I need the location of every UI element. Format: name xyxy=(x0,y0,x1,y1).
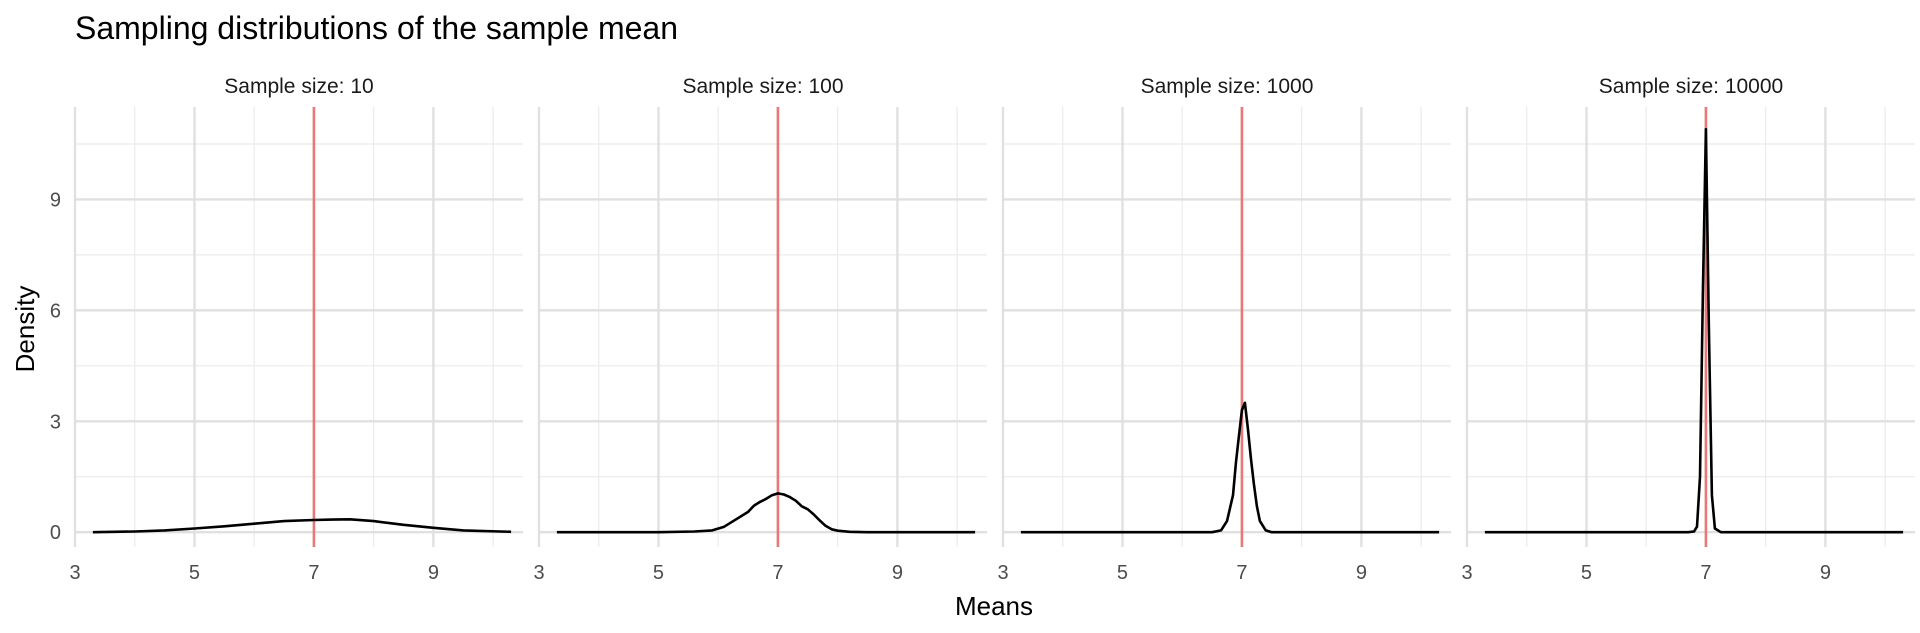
x-tick-label: 9 xyxy=(892,562,903,584)
y-axis-title: Density xyxy=(10,286,40,373)
x-axis-title: Means xyxy=(955,591,1033,621)
y-tick-label: 3 xyxy=(50,411,61,433)
x-tick-label: 3 xyxy=(1461,562,1472,584)
density-curve xyxy=(1020,401,1440,534)
x-tick-label: 9 xyxy=(428,562,439,584)
facet-strip-label: Sample size: 10 xyxy=(224,75,373,98)
facet-panel: Sample size: 10 3 5 7 9 xyxy=(69,75,523,584)
x-tick-label: 3 xyxy=(997,562,1008,584)
y-axis: 0 3 6 9 xyxy=(50,189,61,544)
x-tick-label: 3 xyxy=(533,562,544,584)
facet-strip-label: Sample size: 1000 xyxy=(1141,75,1314,98)
chart-title: Sampling distributions of the sample mea… xyxy=(75,10,678,46)
facet-strip-label: Sample size: 10000 xyxy=(1599,75,1783,98)
x-tick-label: 7 xyxy=(772,562,783,584)
x-tick-label: 9 xyxy=(1820,562,1831,584)
density-curve xyxy=(1484,127,1904,534)
x-tick-label: 3 xyxy=(69,562,80,584)
x-tick-label: 5 xyxy=(189,562,200,584)
facet-panel: Sample size: 1000 3 5 7 9 xyxy=(997,75,1451,584)
y-tick-label: 6 xyxy=(50,300,61,322)
x-tick-label: 5 xyxy=(653,562,664,584)
x-tick-label: 9 xyxy=(1356,562,1367,584)
facet-strip-label: Sample size: 100 xyxy=(682,75,843,98)
x-tick-label: 7 xyxy=(1236,562,1247,584)
x-tick-label: 7 xyxy=(308,562,319,584)
density-curve xyxy=(92,517,512,534)
y-tick-label: 9 xyxy=(50,189,61,211)
density-curve xyxy=(556,492,976,534)
y-tick-label: 0 xyxy=(50,522,61,544)
facet-panel: Sample size: 10000 3 5 7 9 xyxy=(1461,75,1915,584)
x-tick-label: 5 xyxy=(1581,562,1592,584)
facet-panel: Sample size: 100 3 5 7 9 xyxy=(533,75,987,584)
x-tick-label: 7 xyxy=(1700,562,1711,584)
x-tick-label: 5 xyxy=(1117,562,1128,584)
